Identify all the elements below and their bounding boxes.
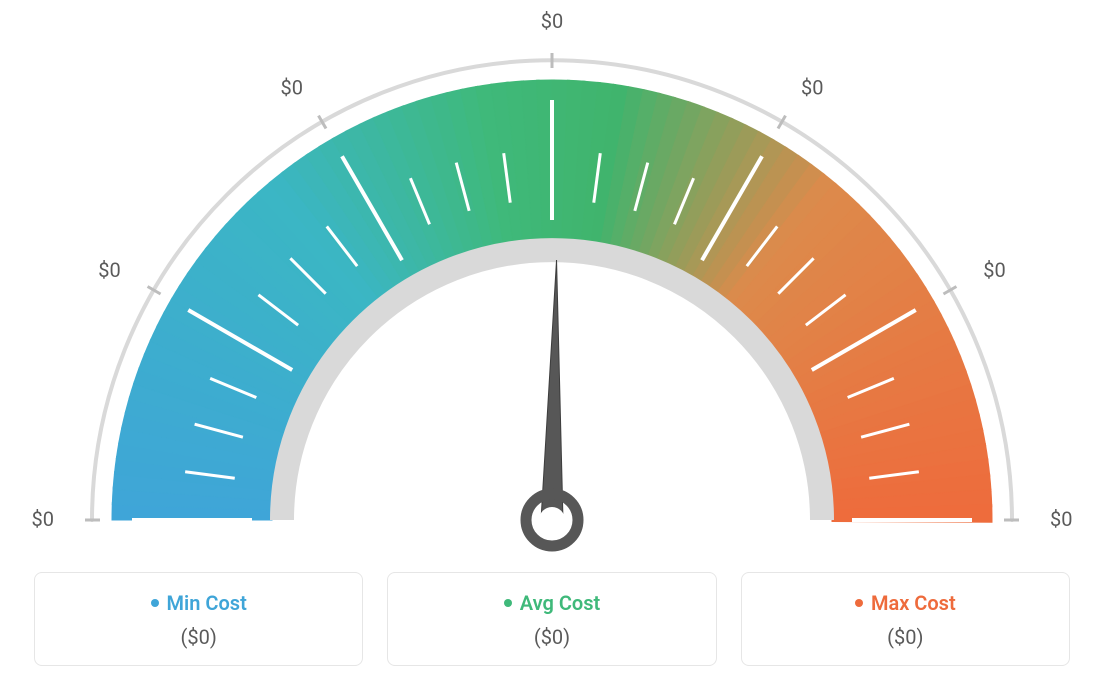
legend-label: Min Cost	[167, 591, 247, 615]
svg-text:$0: $0	[541, 9, 563, 33]
dot-icon	[151, 599, 159, 607]
legend-title-max: Max Cost	[855, 591, 956, 615]
legend-value: ($0)	[45, 625, 352, 649]
dot-icon	[855, 599, 863, 607]
legend-label: Max Cost	[871, 591, 956, 615]
legend-label: Avg Cost	[520, 591, 601, 615]
svg-text:$0: $0	[1050, 507, 1072, 531]
dot-icon	[504, 599, 512, 607]
svg-text:$0: $0	[281, 76, 303, 100]
legend-row: Min Cost ($0) Avg Cost ($0) Max Cost ($0…	[34, 572, 1070, 666]
legend-card-avg: Avg Cost ($0)	[387, 572, 716, 666]
legend-value: ($0)	[752, 625, 1059, 649]
gauge-chart: $0 $0 $0 $0 $0 $0 $0	[0, 0, 1104, 560]
gauge-svg: $0 $0 $0 $0 $0 $0 $0	[0, 0, 1104, 560]
legend-title-avg: Avg Cost	[504, 591, 601, 615]
svg-text:$0: $0	[801, 76, 823, 100]
svg-text:$0: $0	[98, 258, 120, 282]
legend-card-max: Max Cost ($0)	[741, 572, 1070, 666]
svg-text:$0: $0	[983, 258, 1005, 282]
legend-title-min: Min Cost	[151, 591, 247, 615]
legend-card-min: Min Cost ($0)	[34, 572, 363, 666]
svg-text:$0: $0	[32, 507, 54, 531]
legend-value: ($0)	[398, 625, 705, 649]
